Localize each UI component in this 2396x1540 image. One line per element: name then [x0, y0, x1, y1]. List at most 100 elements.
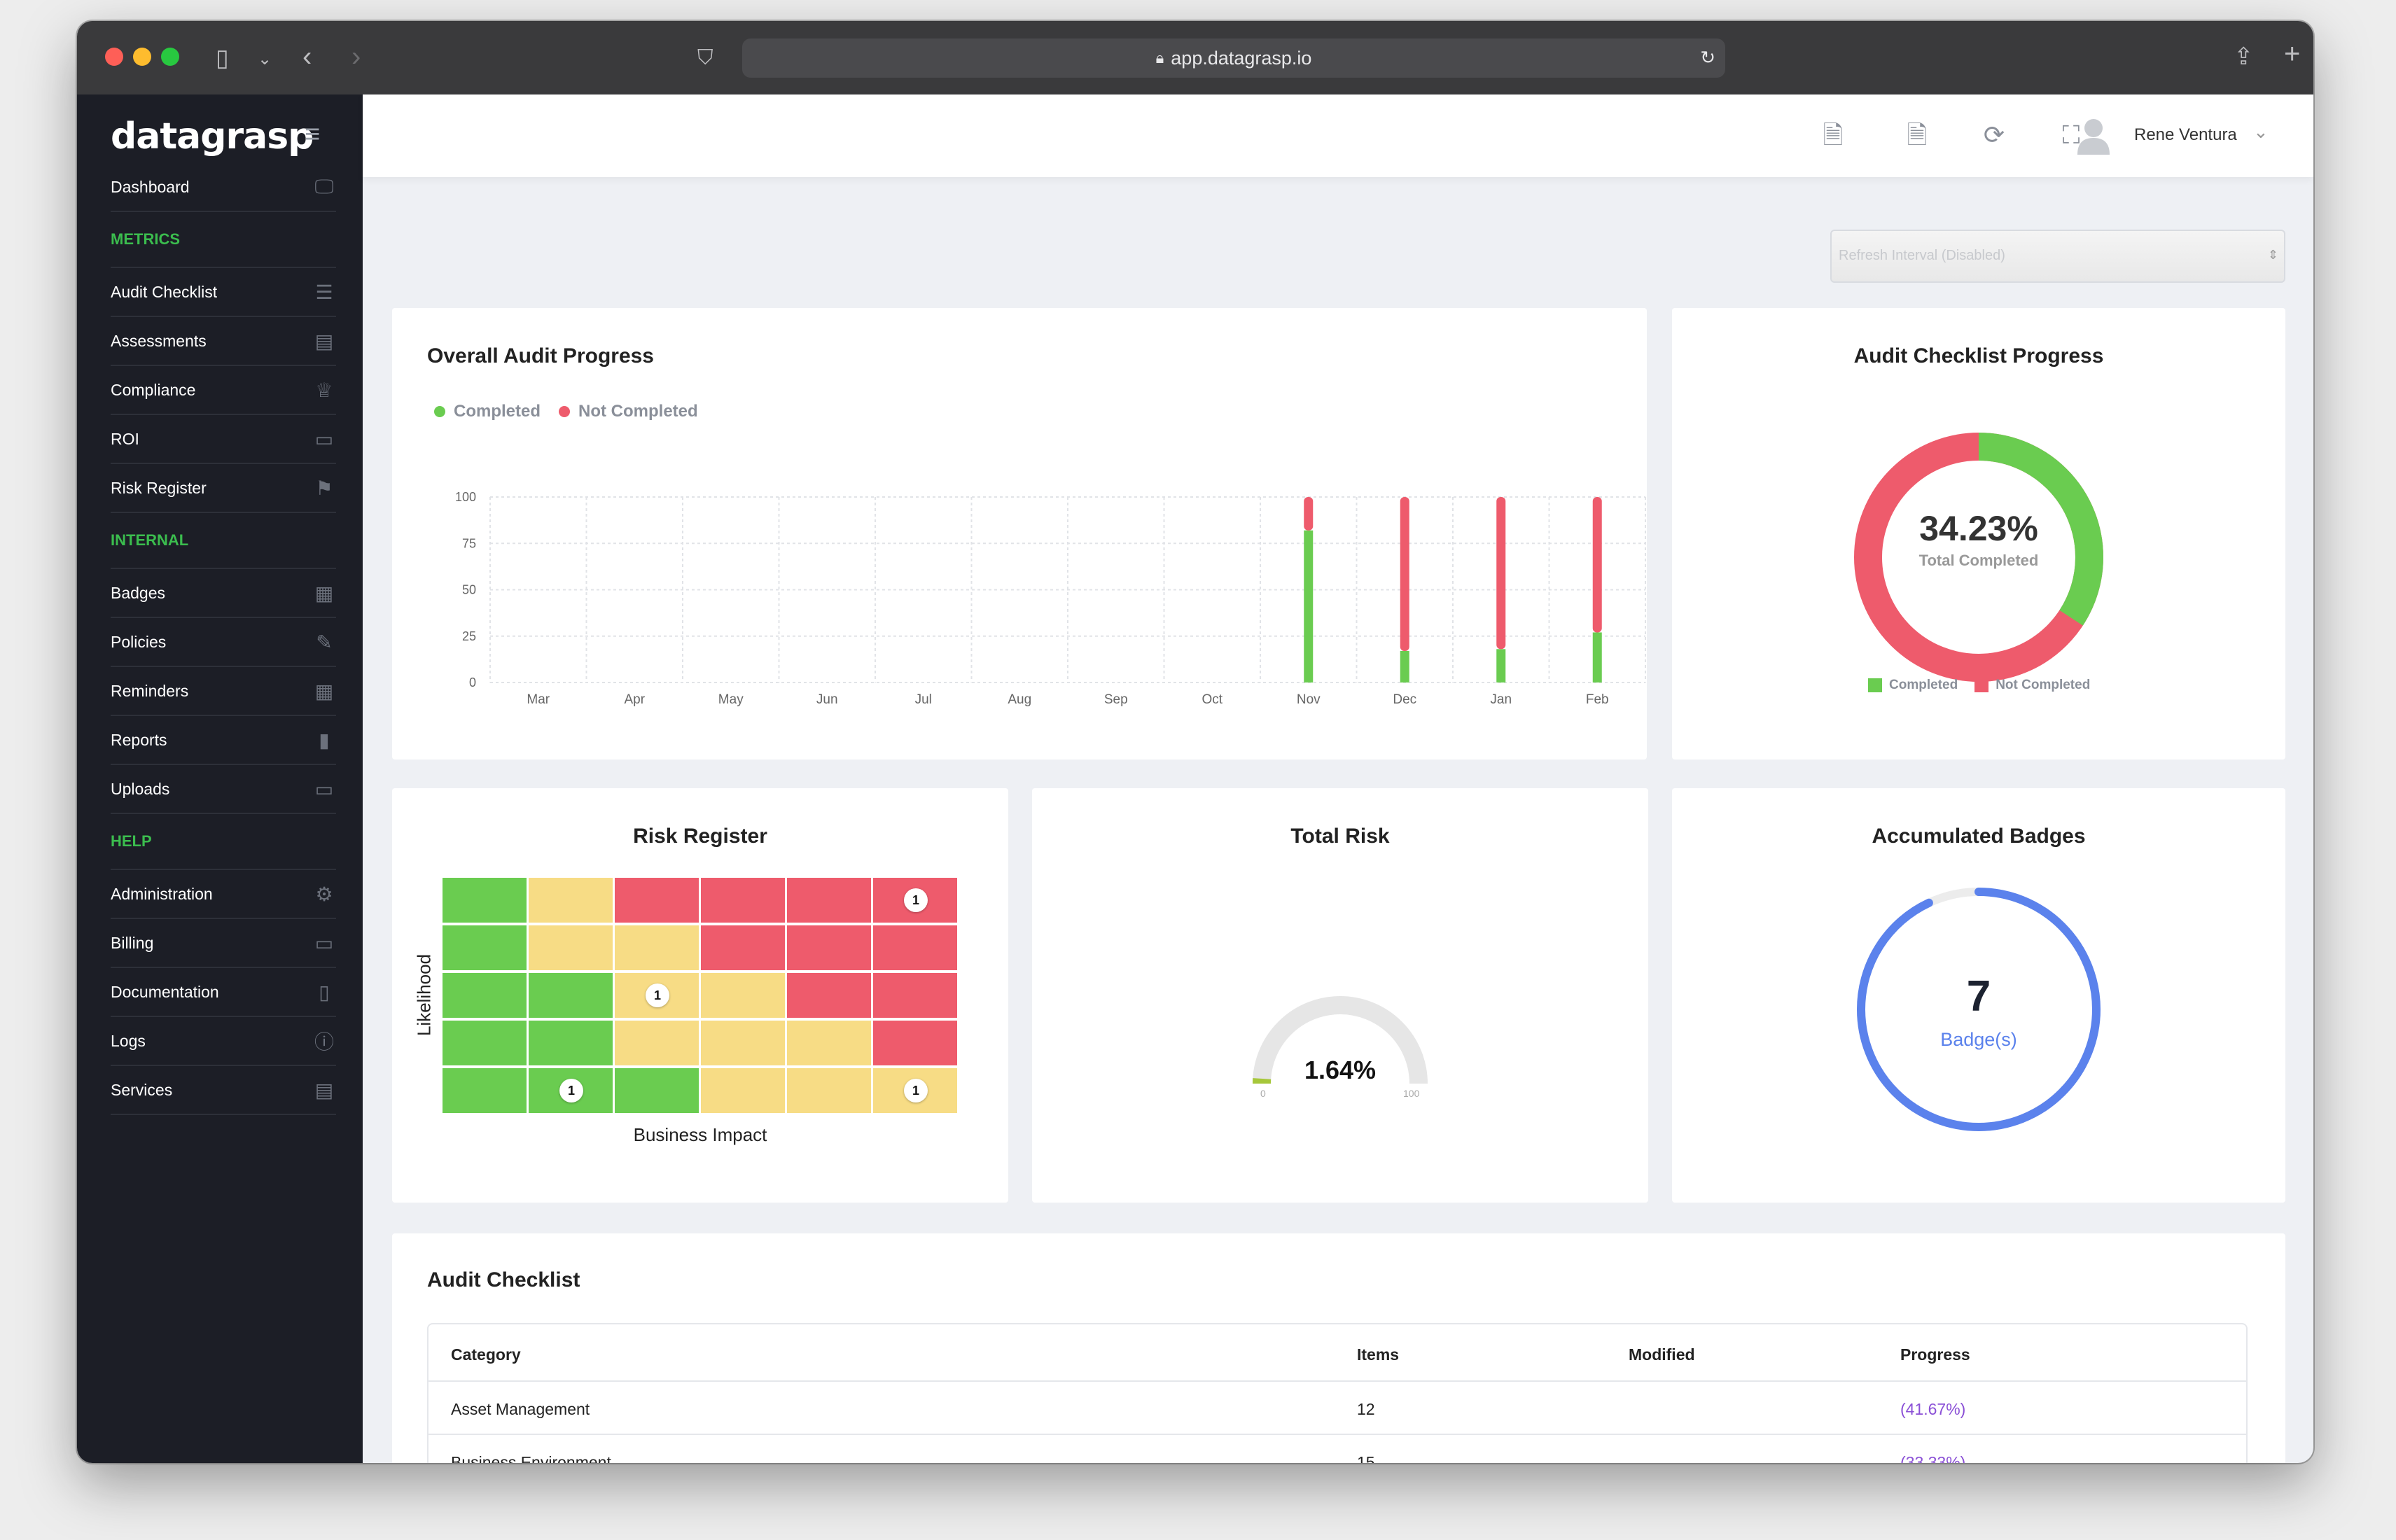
pdf-export-icon[interactable]: 🗎: [1823, 120, 1844, 149]
column-header-items[interactable]: Items: [1357, 1345, 1400, 1364]
menu-icon[interactable]: ≡: [305, 120, 321, 149]
legend-label-completed[interactable]: Completed: [454, 402, 541, 421]
address-bar[interactable]: 🔒︎ app.datagrasp.io ↻: [742, 38, 1725, 78]
heatmap-cell[interactable]: [873, 973, 957, 1018]
sidebar-item-assessments[interactable]: Assessments ▤: [111, 317, 336, 366]
heatmap-cell[interactable]: [615, 925, 699, 970]
heatmap-cell[interactable]: [787, 925, 871, 970]
heatmap-cell[interactable]: [615, 1021, 699, 1065]
heatmap-cell[interactable]: [443, 1068, 527, 1113]
new-tab-icon[interactable]: +: [2284, 38, 2301, 69]
bar-not-completed[interactable]: [1304, 497, 1314, 531]
table-row[interactable]: Asset Management 12 (41.67%): [429, 1382, 2246, 1435]
heatmap-cell[interactable]: [443, 973, 527, 1018]
forward-icon[interactable]: ›: [351, 41, 361, 72]
sidebar-item-dashboard[interactable]: Dashboard 🖵: [111, 163, 336, 212]
sidebar-item-services[interactable]: Services ▤: [111, 1066, 336, 1115]
heatmap-cell[interactable]: [701, 1068, 785, 1113]
x-tick-label: Aug: [1008, 692, 1031, 707]
sidebar-item-audit-checklist[interactable]: Audit Checklist ☰: [111, 268, 336, 317]
heatmap-cell[interactable]: [787, 1068, 871, 1113]
heatmap-cell[interactable]: [615, 1068, 699, 1113]
chevron-down-icon[interactable]: ⌄: [2253, 121, 2269, 142]
sidebar-item-reports[interactable]: Reports ▮: [111, 716, 336, 765]
risk-count-badge[interactable]: 1: [559, 1079, 583, 1102]
refresh-interval-select[interactable]: Refresh Interval (Disabled) ⇕: [1830, 230, 2285, 283]
bar-not-completed[interactable]: [1400, 497, 1409, 651]
heatmap-cell[interactable]: [529, 925, 613, 970]
heatmap-cell[interactable]: [443, 878, 527, 923]
legend-label-not-completed[interactable]: Not Completed: [1995, 678, 2091, 692]
share-icon[interactable]: ⇪: [2234, 43, 2254, 70]
bar-completed[interactable]: [1400, 650, 1409, 682]
heatmap-cell[interactable]: [787, 1021, 871, 1065]
bar-completed[interactable]: [1592, 632, 1602, 682]
sidebar-item-uploads[interactable]: Uploads ▭: [111, 765, 336, 814]
heatmap-cell[interactable]: [529, 1021, 613, 1065]
sidebar-item-label: Badges: [111, 583, 166, 602]
heatmap-cell[interactable]: [529, 973, 613, 1018]
user-name[interactable]: Rene Ventura: [2134, 125, 2237, 144]
sidebar-item-label: Logs: [111, 1031, 146, 1050]
sidebar-item-billing[interactable]: Billing ▭: [111, 919, 336, 968]
card-title: Overall Audit Progress: [427, 344, 654, 368]
legend-label-not-completed[interactable]: Not Completed: [578, 402, 698, 421]
legend-label-completed[interactable]: Completed: [1889, 678, 1958, 692]
cell-category[interactable]: Asset Management: [451, 1400, 590, 1418]
sidebar-item-compliance[interactable]: Compliance ♕: [111, 366, 336, 415]
sidebar-item-policies[interactable]: Policies ✎: [111, 618, 336, 667]
heatmap-cell[interactable]: [701, 925, 785, 970]
bar-not-completed[interactable]: [1496, 497, 1506, 650]
back-icon[interactable]: ‹: [302, 41, 312, 72]
gear-icon: ⚙: [315, 883, 333, 905]
card-title: Audit Checklist: [427, 1268, 580, 1292]
sidebar-item-reminders[interactable]: Reminders ▦: [111, 667, 336, 716]
donut-slice-completed[interactable]: [1854, 433, 2103, 682]
wallet-icon: ▭: [314, 428, 334, 450]
bar-completed[interactable]: [1304, 530, 1314, 682]
sidebar-item-administration[interactable]: Administration ⚙: [111, 870, 336, 919]
sidebar-item-badges[interactable]: Badges ▦: [111, 569, 336, 618]
chevron-down-icon[interactable]: ⌄: [258, 50, 272, 69]
bar-completed[interactable]: [1496, 649, 1506, 682]
bar-not-completed[interactable]: [1592, 497, 1602, 633]
folder-icon: ▭: [314, 778, 334, 800]
browser-window: ▯ ⌄ ‹ › ⛉ 🔒︎ app.datagrasp.io ↻ ⇪ + data…: [77, 21, 2313, 1463]
column-header-progress[interactable]: Progress: [1900, 1345, 1970, 1364]
fullscreen-icon[interactable]: ⛶: [2062, 120, 2080, 149]
heatmap-cell[interactable]: [701, 878, 785, 923]
column-header-modified[interactable]: Modified: [1629, 1345, 1695, 1364]
heatmap-cell[interactable]: [443, 1021, 527, 1065]
reload-icon[interactable]: ↻: [1700, 47, 1715, 68]
avatar[interactable]: [2076, 117, 2111, 155]
x-tick-label: Jul: [915, 692, 932, 707]
cell-category[interactable]: Business Environment: [451, 1453, 611, 1463]
column-header-category[interactable]: Category: [451, 1345, 521, 1364]
close-window-button[interactable]: [105, 48, 123, 66]
shield-icon[interactable]: ⛉: [697, 46, 713, 69]
sidebar-toggle-icon[interactable]: ▯: [216, 45, 229, 71]
minimize-window-button[interactable]: [133, 48, 151, 66]
sidebar: datagrasp ≡ Dashboard 🖵 METRICS Audit Check…: [77, 94, 363, 1463]
heatmap-cell[interactable]: [787, 973, 871, 1018]
heatmap-cell[interactable]: [701, 1021, 785, 1065]
heatmap-cell[interactable]: [615, 878, 699, 923]
heatmap-cell[interactable]: [443, 925, 527, 970]
risk-count-badge[interactable]: 1: [904, 888, 928, 912]
heatmap-cell[interactable]: [873, 1021, 957, 1065]
heatmap-cell[interactable]: [787, 878, 871, 923]
sidebar-item-roi[interactable]: ROI ▭: [111, 415, 336, 464]
sidebar-item-documentation[interactable]: Documentation ▯: [111, 968, 336, 1017]
csv-export-icon[interactable]: 🗎: [1907, 120, 1928, 149]
risk-count-badge[interactable]: 1: [646, 983, 669, 1007]
refresh-icon[interactable]: ⟳: [1983, 120, 2005, 149]
heatmap-cell[interactable]: [873, 925, 957, 970]
app-logo[interactable]: datagrasp: [111, 115, 314, 158]
heatmap-cell[interactable]: [701, 973, 785, 1018]
sidebar-item-risk-register[interactable]: Risk Register ⚑: [111, 464, 336, 513]
sidebar-item-logs[interactable]: Logs ⓘ: [111, 1017, 336, 1066]
table-row[interactable]: Business Environment 15 (33.33%): [429, 1435, 2246, 1463]
maximize-window-button[interactable]: [161, 48, 179, 66]
heatmap-cell[interactable]: [529, 878, 613, 923]
risk-count-badge[interactable]: 1: [904, 1079, 928, 1102]
